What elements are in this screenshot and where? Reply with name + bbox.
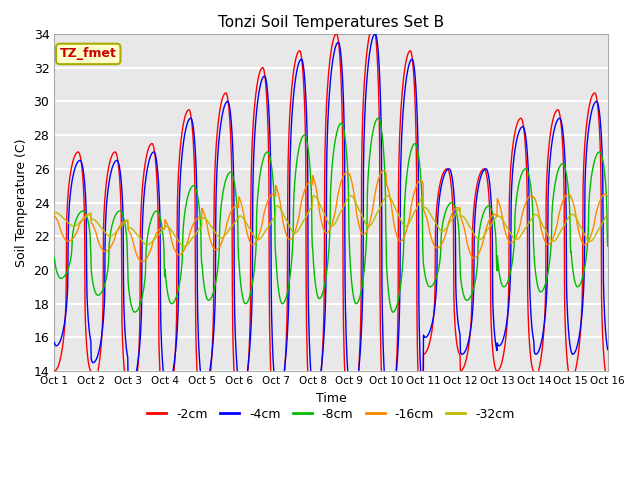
- Legend: -2cm, -4cm, -8cm, -16cm, -32cm: -2cm, -4cm, -8cm, -16cm, -32cm: [143, 403, 520, 426]
- X-axis label: Time: Time: [316, 392, 346, 405]
- Text: TZ_fmet: TZ_fmet: [60, 48, 116, 60]
- Title: Tonzi Soil Temperatures Set B: Tonzi Soil Temperatures Set B: [218, 15, 444, 30]
- Y-axis label: Soil Temperature (C): Soil Temperature (C): [15, 138, 28, 267]
